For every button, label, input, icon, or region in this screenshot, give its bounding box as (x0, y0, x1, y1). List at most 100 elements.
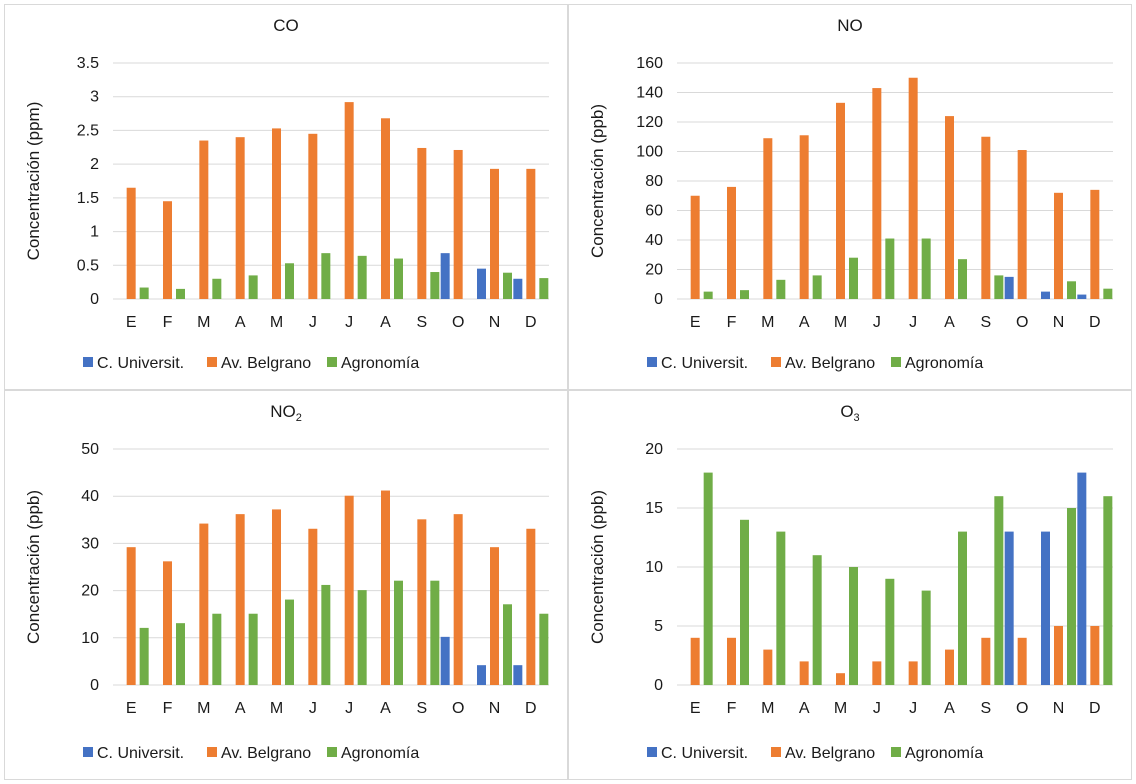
x-tick-label: O (452, 700, 464, 717)
x-tick-label: S (980, 314, 991, 331)
bar-agronomia-6 (921, 238, 931, 299)
bar-av-belgrano-0 (126, 187, 136, 299)
x-tick-label: M (270, 700, 283, 717)
bar-av-belgrano-2 (763, 138, 773, 299)
y-tick-label: 50 (81, 441, 99, 458)
bar-av-belgrano-3 (799, 135, 809, 299)
legend-swatch-av-belgrano (771, 357, 781, 367)
bar-c-universit-9 (1004, 276, 1014, 299)
bar-av-belgrano-8 (417, 519, 427, 685)
bar-agronomia-1 (740, 290, 749, 299)
x-tick-label: N (1053, 314, 1065, 331)
x-tick-label: J (873, 700, 881, 717)
bar-av-belgrano-6 (344, 102, 354, 299)
bar-av-belgrano-4 (272, 509, 281, 685)
x-tick-label: A (799, 700, 810, 717)
legend-swatch-c-universit (83, 747, 93, 757)
bar-agronomia-6 (357, 255, 367, 299)
x-tick-label: M (270, 314, 283, 331)
y-tick-label: 120 (636, 114, 663, 131)
x-tick-label: F (163, 700, 173, 717)
bar-agronomia-4 (849, 567, 858, 685)
x-tick-label: E (690, 700, 701, 717)
bar-av-belgrano-10 (1054, 626, 1063, 685)
bar-av-belgrano-7 (945, 116, 954, 299)
bar-agronomia-1 (740, 519, 749, 685)
legend-swatch-agronomia (891, 747, 901, 757)
bar-agronomia-5 (885, 238, 895, 299)
legend-label: Agronomía (905, 745, 983, 762)
bar-av-belgrano-5 (872, 661, 882, 685)
x-tick-label: M (197, 314, 210, 331)
bar-c-universit-11 (513, 665, 523, 685)
bar-av-belgrano-7 (945, 649, 954, 685)
x-tick-label: D (525, 700, 537, 717)
y-axis-label: Concentración (ppm) (24, 102, 43, 261)
bar-agronomia-3 (812, 555, 822, 685)
x-tick-label: D (525, 314, 537, 331)
bar-agronomia-4 (849, 257, 858, 299)
y-tick-label: 2 (90, 156, 99, 173)
legend-label: Agronomía (341, 745, 419, 762)
bar-av-belgrano-5 (872, 88, 882, 299)
y-tick-label: 0 (90, 677, 99, 694)
bar-agronomia-1 (176, 288, 185, 299)
bar-av-belgrano-5 (308, 528, 318, 685)
bar-agronomia-11 (1103, 496, 1113, 685)
legend-swatch-c-universit (647, 357, 657, 367)
bar-av-belgrano-4 (836, 102, 845, 299)
x-tick-label: A (235, 314, 246, 331)
bar-av-belgrano-3 (235, 514, 245, 685)
bar-av-belgrano-9 (1017, 637, 1027, 685)
bar-av-belgrano-8 (981, 136, 991, 299)
legend-swatch-agronomia (327, 357, 337, 367)
bar-av-belgrano-6 (344, 495, 354, 685)
legend-label: Agronomía (341, 355, 419, 372)
bar-av-belgrano-0 (690, 195, 700, 299)
chart-title: CO (273, 16, 299, 35)
y-tick-label: 40 (81, 488, 99, 505)
bar-c-universit-10 (477, 665, 486, 685)
bar-agronomia-0 (703, 291, 713, 299)
legend-label: Agronomía (905, 355, 983, 372)
chart-no2: NO2 Concentración (ppb) 0 10 20 30 40 50 E F M A M J J… (24, 402, 549, 762)
legend-label: Av. Belgrano (785, 355, 875, 372)
x-tick-label: M (761, 700, 774, 717)
y-tick-label: 60 (645, 203, 663, 220)
bar-agronomia-3 (812, 275, 822, 299)
y-axis-label: Concentración (ppb) (588, 104, 607, 258)
x-tick-label: A (799, 314, 810, 331)
bar-av-belgrano-9 (1017, 150, 1027, 299)
bar-agronomia-8 (430, 580, 440, 685)
x-tick-label: M (834, 314, 847, 331)
x-tick-label: F (727, 700, 737, 717)
x-tick-label: N (1053, 700, 1065, 717)
bar-c-universit-9 (440, 636, 450, 685)
bar-av-belgrano-2 (199, 523, 209, 685)
bar-av-belgrano-0 (126, 547, 136, 685)
x-tick-label: A (235, 700, 246, 717)
y-tick-label: 2.5 (77, 122, 99, 139)
x-tick-label: N (489, 314, 501, 331)
legend-swatch-c-universit (83, 357, 93, 367)
bar-c-universit-11 (513, 278, 523, 299)
x-tick-label: D (1089, 314, 1101, 331)
bar-av-belgrano-7 (381, 118, 390, 299)
y-tick-label: 5 (654, 618, 663, 635)
bar-agronomia-3 (248, 613, 258, 685)
bar-av-belgrano-10 (490, 168, 499, 299)
chart-co: CO Concentración (ppm) 0 0.5 1 1.5 2 2.5 3 3.5 E F M… (24, 16, 549, 372)
bar-av-belgrano-1 (163, 561, 172, 685)
x-tick-label: A (944, 314, 955, 331)
bar-agronomia-1 (176, 623, 185, 685)
y-tick-label: 20 (81, 583, 99, 600)
x-tick-label: S (416, 314, 427, 331)
bar-c-universit-10 (477, 268, 486, 299)
x-tick-label: J (345, 700, 353, 717)
bar-agronomia-3 (248, 275, 258, 299)
bar-av-belgrano-11 (1090, 189, 1100, 299)
x-tick-label: S (416, 700, 427, 717)
chart-panel-no2: NO2 Concentración (ppb) 0 10 20 30 40 50 E F M A M J J… (4, 390, 568, 780)
bar-agronomia-4 (285, 599, 294, 685)
